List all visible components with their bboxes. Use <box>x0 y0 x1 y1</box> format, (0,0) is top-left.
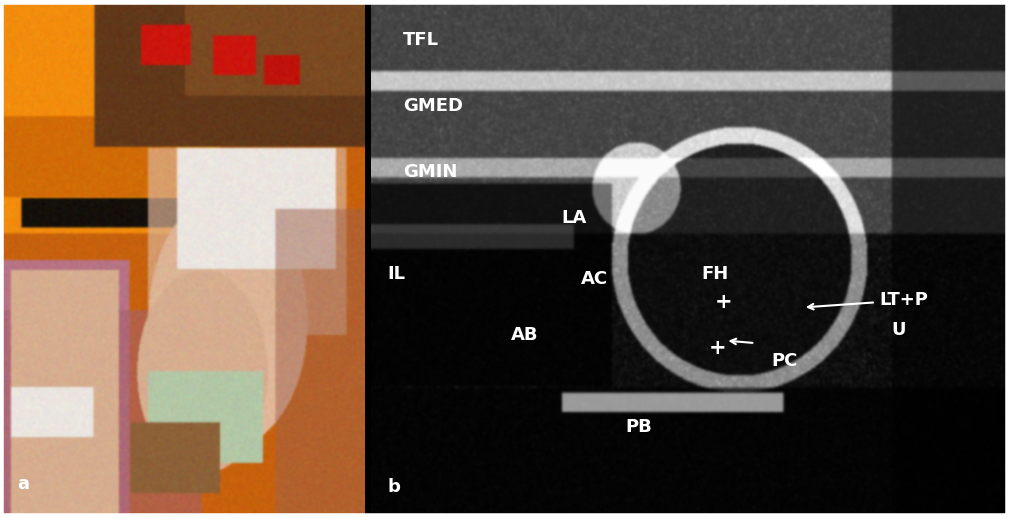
Text: GMIN: GMIN <box>403 163 457 181</box>
Text: +: + <box>708 338 726 358</box>
Text: LA: LA <box>562 209 587 227</box>
Text: AB: AB <box>511 326 539 344</box>
Text: PB: PB <box>626 418 652 436</box>
Text: PC: PC <box>771 352 797 370</box>
Text: FH: FH <box>701 265 728 283</box>
Text: GMED: GMED <box>403 97 463 115</box>
Text: b: b <box>387 478 400 496</box>
Text: +: + <box>714 292 733 312</box>
Text: a: a <box>17 476 29 494</box>
Text: IL: IL <box>387 265 406 283</box>
Text: LT+P: LT+P <box>879 291 928 309</box>
Text: AC: AC <box>581 270 607 289</box>
Text: U: U <box>892 321 906 339</box>
Text: TFL: TFL <box>403 31 439 49</box>
